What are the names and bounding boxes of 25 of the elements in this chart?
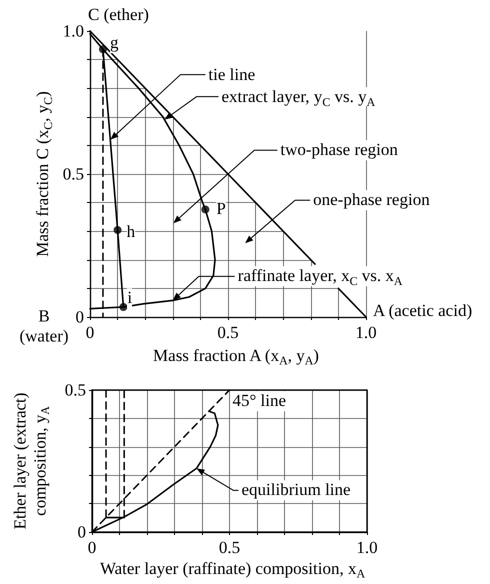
x-axis-title: Mass fraction A (x$_{A}$, y$_{A}$) — [153, 346, 319, 368]
text: B (water) — [19, 306, 69, 346]
x-tick-label: 1.0 — [355, 323, 377, 342]
y-tick-label: 0.5 — [64, 380, 86, 400]
annotation: tie line — [208, 64, 256, 84]
series-label: 45° line — [232, 391, 286, 411]
y-tick-label: 0.5 — [62, 164, 84, 184]
annotation: P — [216, 200, 226, 220]
annotation: g — [110, 34, 118, 54]
x-tick-label: 1.0 — [356, 538, 378, 557]
annotation: i — [127, 288, 132, 308]
annotation: C (ether) — [88, 5, 149, 25]
annotation: h — [126, 222, 136, 242]
x-tick-label: 0.5 — [218, 538, 240, 557]
annotation: one-phase region — [313, 190, 430, 210]
annotation: equilibrium line — [242, 480, 351, 500]
y-tick-label: 0 — [78, 522, 86, 542]
annotation: raffinate layer, x$_{C}$ vs. x$_{A}$ — [238, 266, 403, 288]
y-tick-label: 0 — [76, 308, 84, 326]
y-tick-label: 1.0 — [62, 22, 84, 40]
annotation: two-phase region — [280, 140, 398, 160]
x-axis-title: Water layer (raffinate) composition, x$_{A}$ — [100, 559, 366, 581]
annotation: A (acetic acid) — [373, 301, 472, 321]
x-tick-label: 0.5 — [217, 323, 239, 342]
annotation: extract layer, y$_{C}$ vs. y$_{A}$ — [222, 86, 376, 108]
